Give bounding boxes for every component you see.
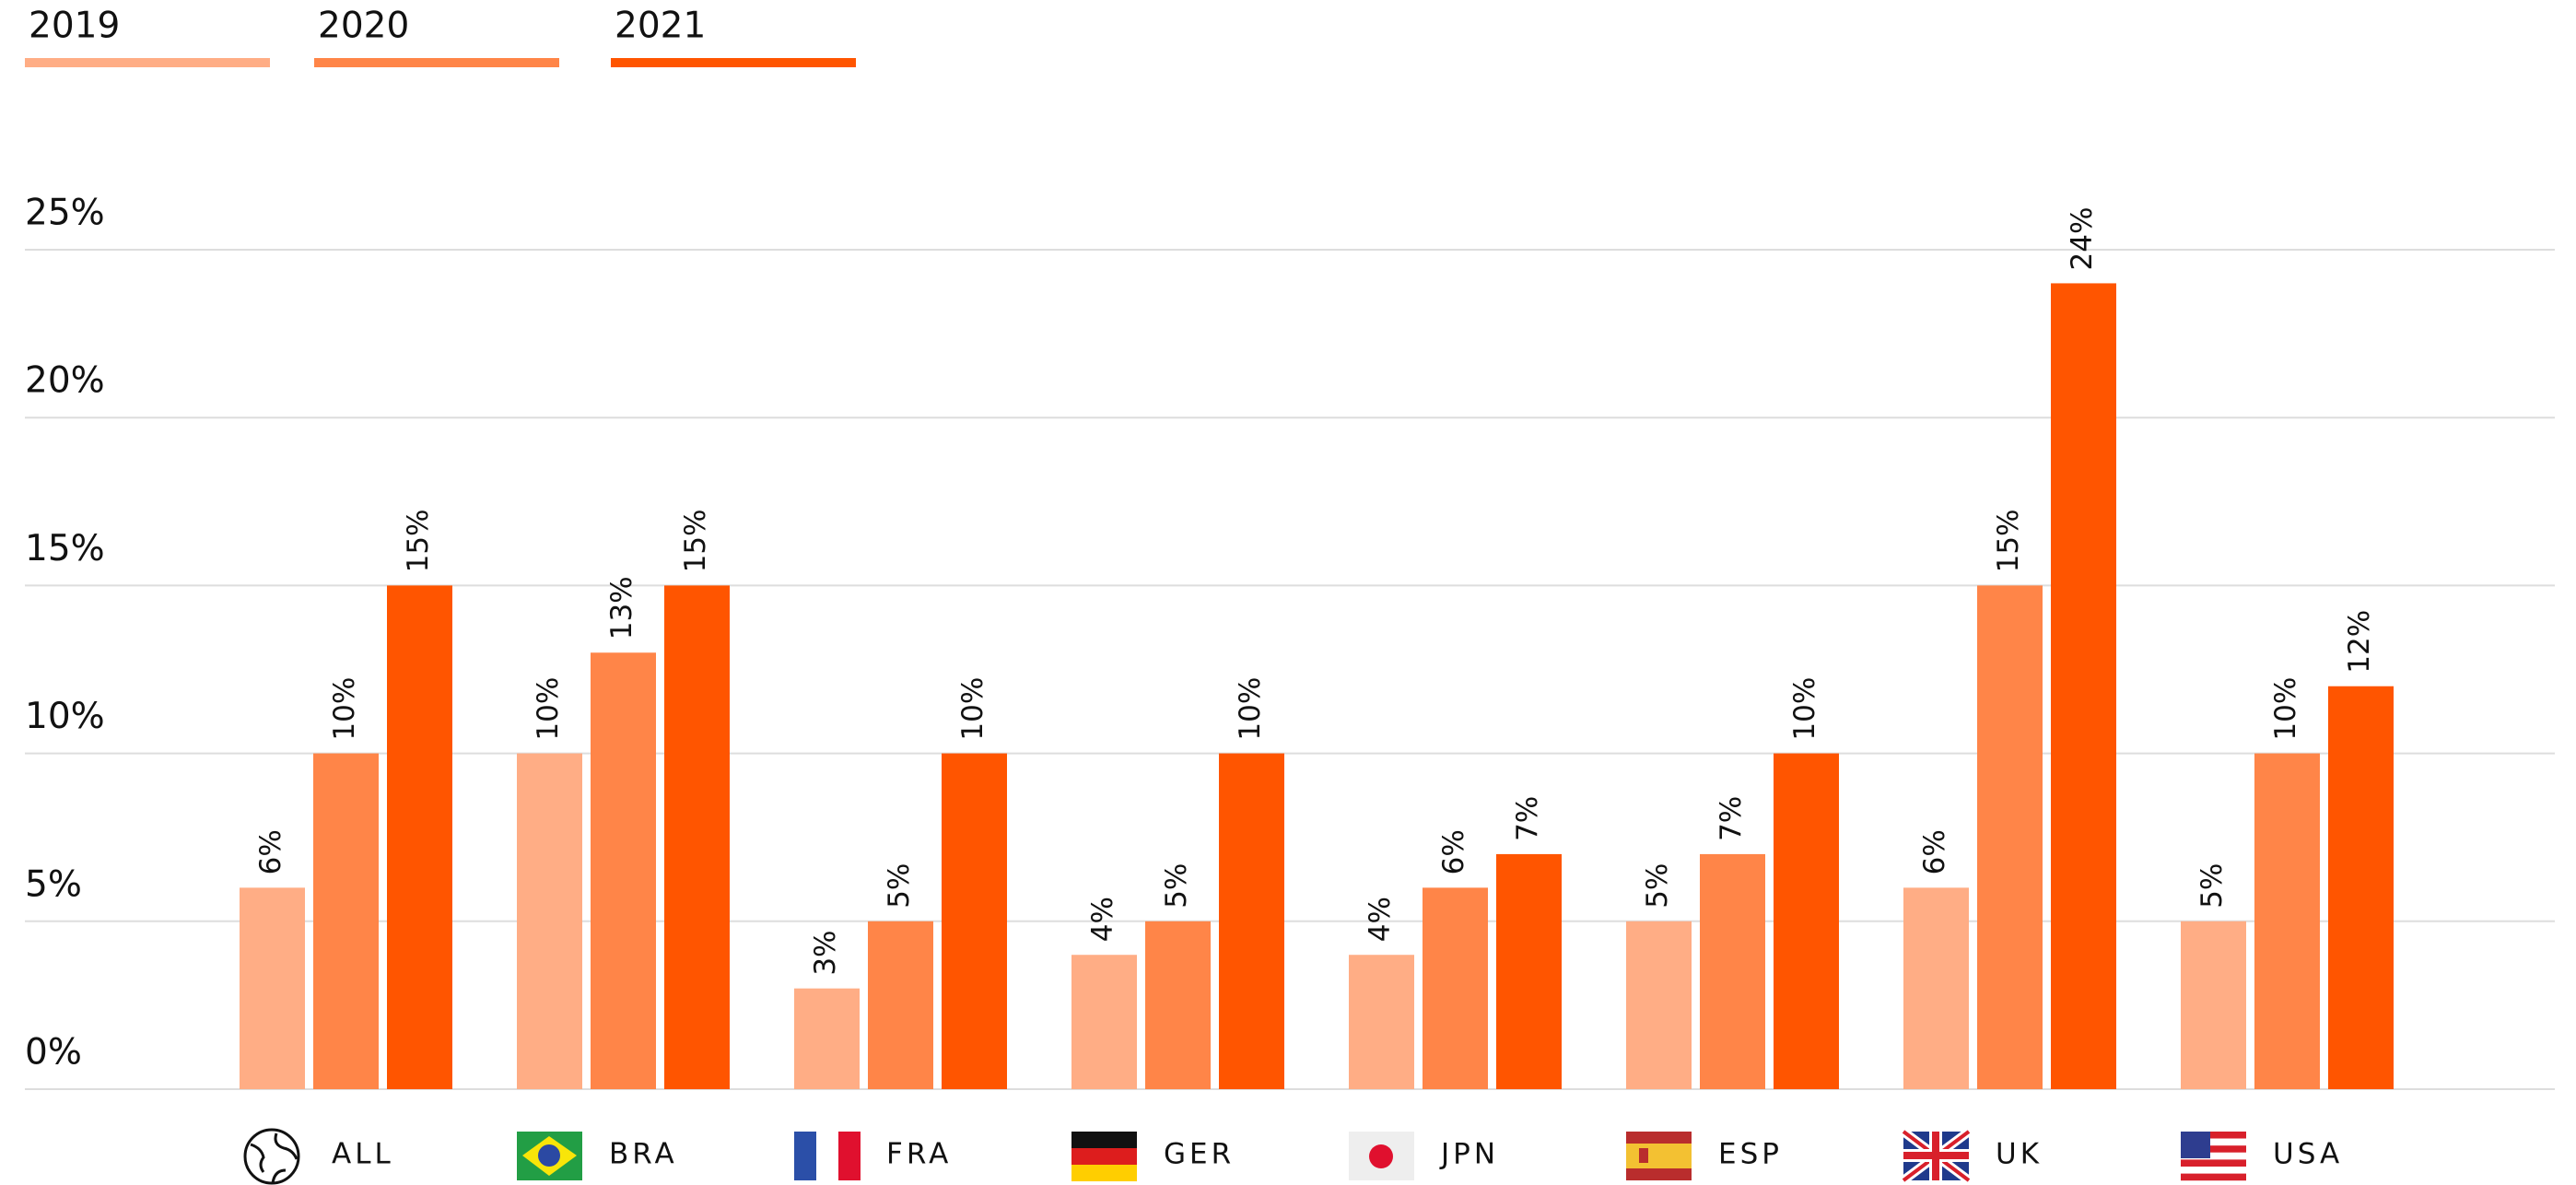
legend-label: 2021 [615,6,706,47]
bar [1145,921,1211,1089]
flag-canton [2181,1132,2210,1158]
value-label: 6% [1437,829,1470,874]
flag [1626,1132,1692,1180]
bar [794,988,860,1089]
legend-swatch [314,58,559,67]
flag [1071,1132,1137,1181]
bar [1903,887,1969,1089]
x-tick-label: ESP [1718,1138,1783,1171]
value-label: 6% [254,829,287,874]
flag-stripe [1626,1144,1692,1168]
bar [868,921,933,1089]
value-label: 10% [1788,677,1821,741]
bar [2254,753,2320,1089]
bar [591,652,656,1089]
y-tick-label: 20% [25,360,105,402]
bar [387,585,452,1089]
bar [2051,283,2116,1089]
value-label: 24% [2066,207,2099,271]
x-tick-label: JPN [1439,1138,1499,1171]
flag-stripe [816,1132,838,1180]
value-label: 4% [1086,897,1119,942]
flag-stripe [2181,1138,2246,1146]
value-label: 13% [605,576,638,639]
flag [243,1128,300,1185]
legend-swatch [611,58,856,67]
bar [1349,955,1414,1089]
bar [1219,753,1284,1089]
bar [1626,921,1692,1089]
flag-stripe [838,1132,861,1180]
bar [1977,585,2043,1089]
flag-stripe [2181,1152,2246,1160]
value-label: 10% [1234,677,1267,741]
flag-cross-red [1903,1132,1969,1180]
value-label: 5% [1641,863,1674,909]
bar [1700,853,1765,1089]
y-tick-label: 5% [25,863,82,905]
value-label: 10% [532,677,565,741]
bar [1423,887,1488,1089]
y-tick-label: 25% [25,193,105,234]
globe [243,1128,300,1185]
x-tick-label: ALL [332,1138,394,1171]
globe-land [250,1132,299,1184]
value-label: 5% [883,863,916,909]
value-label: 4% [1364,897,1397,942]
bar [240,887,305,1089]
flag-emblem [1639,1148,1648,1163]
value-label: 15% [402,509,435,572]
value-label: 7% [1715,796,1748,841]
value-label: 10% [328,677,361,741]
bar [664,585,730,1089]
value-label: 3% [809,930,842,975]
bar [1071,955,1137,1089]
flag [2181,1132,2246,1181]
bar [942,753,1007,1089]
legend-label: 2020 [318,6,409,47]
bar [1774,753,1839,1089]
legend-label: 2019 [29,6,120,47]
flag-stripe [1071,1165,1137,1181]
value-label: 15% [679,509,712,572]
x-tick-label: GER [1164,1138,1235,1171]
value-label: 5% [2195,863,2229,909]
flag-circle [538,1144,560,1167]
x-tick-label: UK [1996,1138,2043,1171]
bar [517,753,582,1089]
flag-stripe [2181,1167,2246,1174]
value-label: 10% [956,677,989,741]
bar [2181,921,2246,1089]
flag-sun [1369,1144,1393,1168]
flag-stripe [2181,1132,2246,1139]
flag-stripe [2181,1159,2246,1167]
flag-stripe [2181,1173,2246,1181]
value-label: 12% [2343,610,2376,674]
flag [517,1132,582,1180]
value-label: 7% [1511,796,1544,841]
flag [1901,1127,1972,1185]
flag-stripe [1071,1132,1137,1148]
y-tick-label: 0% [25,1032,82,1074]
bar [313,753,379,1089]
value-label: 5% [1160,863,1193,909]
value-label: 10% [2269,677,2302,741]
value-label: 15% [1992,509,2025,572]
flag [1349,1132,1414,1180]
x-tick-label: BRA [609,1138,678,1171]
bar [1496,853,1562,1089]
flag [794,1132,861,1180]
y-tick-label: 10% [25,696,105,737]
flag-stripe [2181,1145,2246,1153]
y-tick-label: 15% [25,528,105,569]
bar [2328,686,2394,1089]
flag-stripe [1071,1148,1137,1165]
legend-swatch [25,58,270,67]
value-label: 6% [1918,829,1951,874]
flag-stripe [794,1132,816,1180]
x-tick-label: FRA [886,1138,952,1171]
x-tick-label: USA [2273,1138,2343,1171]
